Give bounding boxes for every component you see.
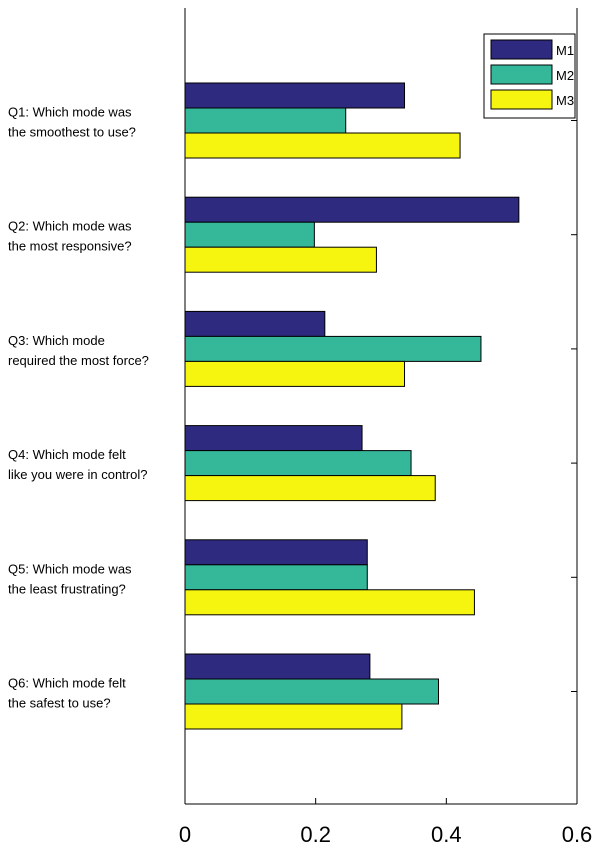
bar-m1-q6 [184, 653, 371, 680]
legend-swatch-m1 [490, 39, 553, 60]
x-tick-label: 0 [179, 822, 191, 847]
bar-m2-q1 [184, 107, 347, 134]
bar-m2-q2 [184, 221, 315, 248]
category-label-q2: Q2: Which mode was the most responsive? [8, 219, 132, 254]
bar-m1-q3 [184, 310, 326, 337]
category-label-q1: Q1: Which mode was the smoothest to use? [8, 105, 136, 140]
legend: M1 M2 M3 [483, 33, 576, 119]
bar-m1-q4 [184, 425, 363, 452]
x-tick-label: 0.2 [300, 822, 331, 847]
legend-label-m1: M1 [556, 43, 574, 58]
bar-m3-q2 [184, 246, 377, 273]
bar-m3-q6 [184, 703, 403, 730]
x-ticks: 0 0.2 0.4 0.6 [179, 798, 592, 847]
legend-swatch-m2 [490, 64, 553, 85]
category-labels: Q1: Which mode was the smoothest to use? Q… [8, 105, 149, 711]
bar-m1-q2 [184, 196, 520, 223]
category-label-q3: Q3: Which mode required the most force? [8, 333, 149, 368]
bar-m1-q1 [184, 82, 406, 109]
category-label-q5: Q5: Which mode was the least frustrating? [8, 561, 132, 596]
bar-m1-q5 [184, 539, 368, 566]
legend-label-m3: M3 [556, 93, 574, 108]
bar-m2-q5 [184, 564, 368, 591]
x-tick-label: 0.6 [562, 822, 593, 847]
bar-m2-q6 [184, 678, 439, 705]
bar-m3-q4 [184, 475, 436, 502]
bar-m2-q3 [184, 335, 482, 362]
legend-label-m2: M2 [556, 68, 574, 83]
bar-m3-q5 [184, 589, 475, 616]
bar-m3-q1 [184, 132, 461, 159]
category-label-q6: Q6: Which mode felt the safest to use? [8, 676, 126, 711]
bar-m3-q3 [184, 360, 406, 387]
bars [184, 82, 520, 730]
bar-m2-q4 [184, 450, 412, 477]
legend-swatch-m3 [490, 89, 553, 110]
x-tick-label: 0.4 [431, 822, 462, 847]
category-label-q4: Q4: Which mode felt like you were in cont… [8, 447, 147, 482]
